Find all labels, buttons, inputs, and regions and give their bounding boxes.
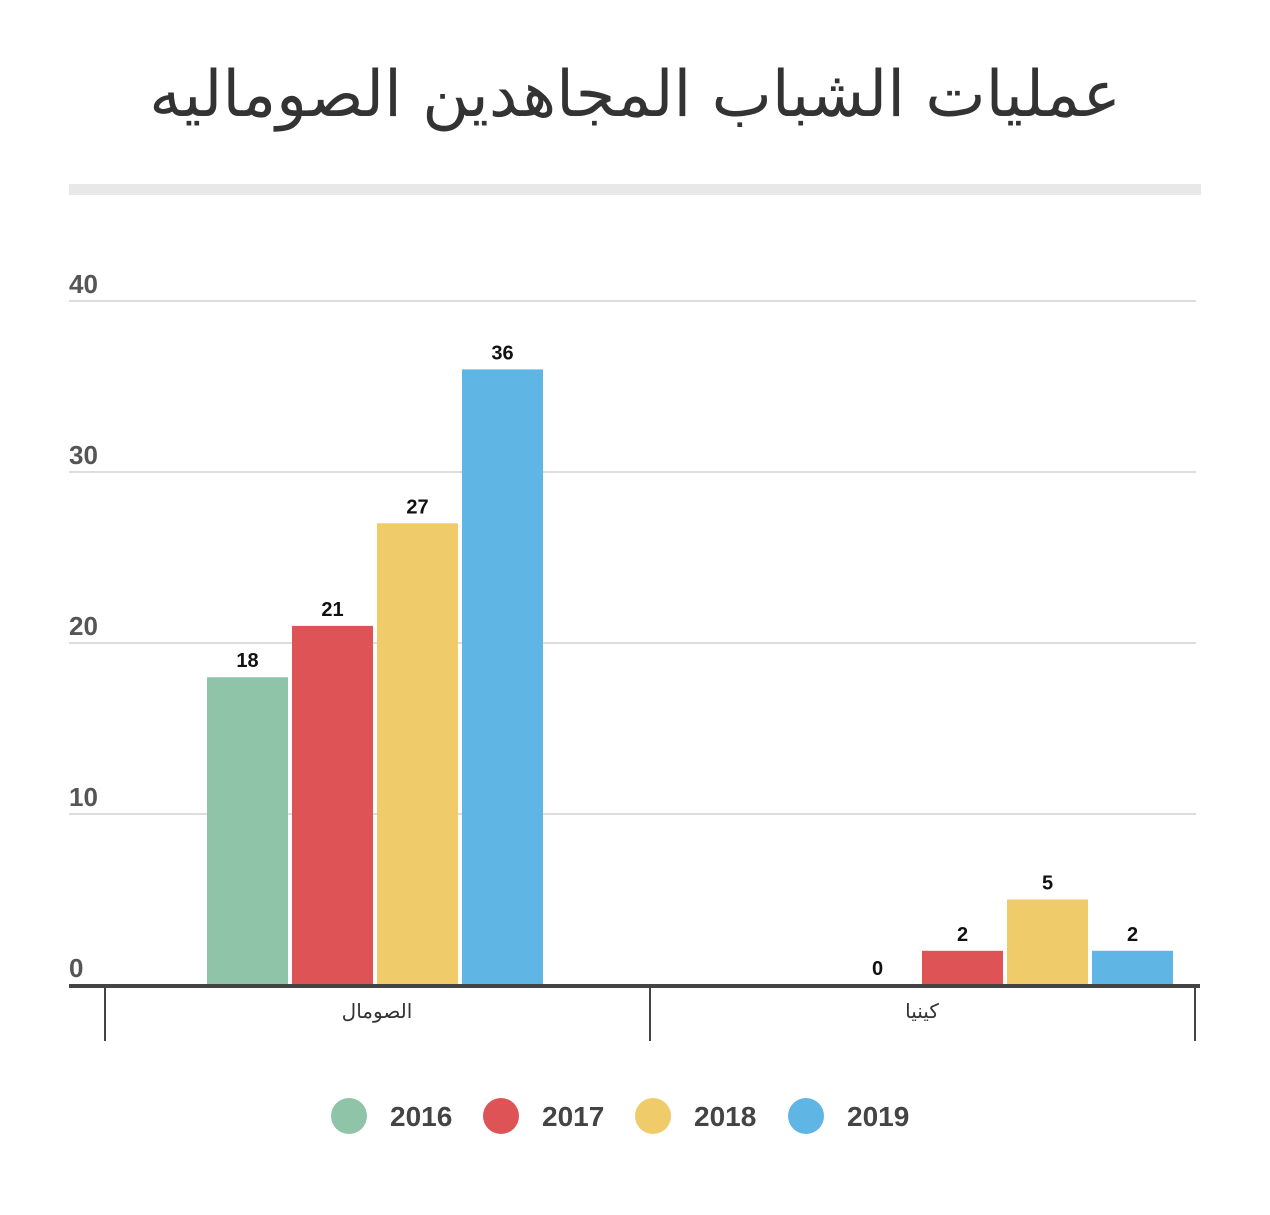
legend: 2016 2017 2018 2019 (331, 1098, 909, 1134)
value-label: 27 (406, 496, 428, 518)
value-label: 18 (236, 650, 258, 672)
legend-swatch (483, 1098, 519, 1134)
value-label: 36 (491, 342, 513, 364)
y-tick-label: 30 (69, 440, 98, 470)
legend-swatch (331, 1098, 367, 1134)
category-label: الصومال (342, 999, 413, 1023)
bar-2016-0 (207, 677, 288, 985)
legend-label: 2019 (847, 1101, 909, 1132)
value-label: 2 (957, 924, 968, 946)
category-label: كينيا (905, 999, 939, 1023)
bar-2017-0 (292, 625, 373, 985)
bar-2017-1 (922, 950, 1003, 985)
legend-swatch (635, 1098, 671, 1134)
value-label: 21 (321, 599, 343, 621)
chart-title: عمليات الشباب المجاهدين الصوماليه (149, 58, 1121, 132)
y-tick-label: 40 (69, 269, 98, 299)
legend-item-2016: 2016 (331, 1098, 452, 1134)
legend-item-2017: 2017 (483, 1098, 604, 1134)
bar-2019-0 (462, 369, 543, 985)
value-label: 0 (872, 958, 883, 980)
legend-label: 2018 (694, 1101, 756, 1132)
legend-label: 2017 (542, 1101, 604, 1132)
y-tick-label: 20 (69, 611, 98, 641)
y-tick-label: 10 (69, 782, 98, 812)
y-tick-label: 0 (69, 953, 83, 983)
value-label: 5 (1042, 873, 1053, 895)
bar-2018-0 (377, 523, 458, 985)
value-labels: 18 21 27 36 0 2 5 2 (236, 342, 1138, 980)
legend-item-2019: 2019 (788, 1098, 909, 1134)
x-axis: الصومال كينيا (69, 984, 1200, 1041)
title-divider (69, 184, 1201, 195)
value-label: 2 (1127, 924, 1138, 946)
bars (207, 369, 1173, 985)
bar-2019-1 (1092, 950, 1173, 985)
legend-item-2018: 2018 (635, 1098, 756, 1134)
y-axis: 0 10 20 30 40 (69, 269, 98, 983)
legend-swatch (788, 1098, 824, 1134)
legend-label: 2016 (390, 1101, 452, 1132)
bar-2018-1 (1007, 899, 1088, 985)
